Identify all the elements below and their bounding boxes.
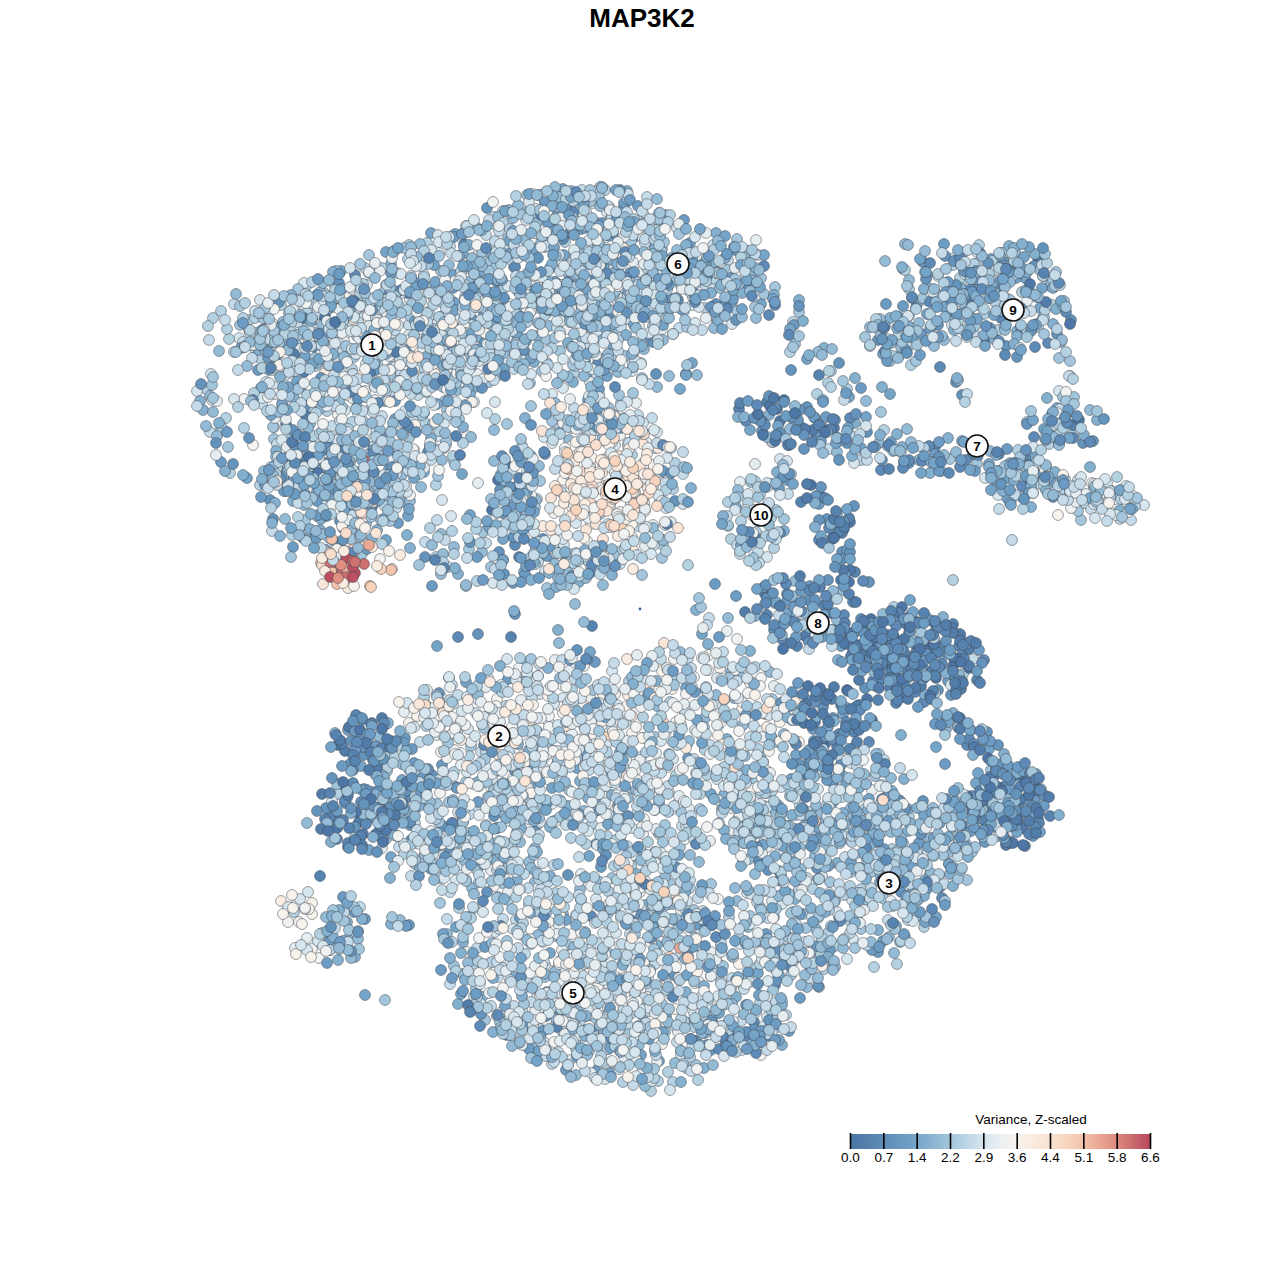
svg-text:10: 10 — [753, 508, 768, 523]
svg-text:2: 2 — [495, 729, 503, 744]
svg-text:5: 5 — [569, 986, 577, 1001]
svg-text:1.4: 1.4 — [908, 1150, 927, 1165]
svg-text:0.0: 0.0 — [841, 1150, 860, 1165]
svg-text:Variance, Z-scaled: Variance, Z-scaled — [975, 1112, 1087, 1127]
svg-text:3.6: 3.6 — [1008, 1150, 1027, 1165]
svg-text:7: 7 — [973, 439, 981, 454]
svg-text:8: 8 — [814, 616, 822, 631]
svg-text:0.7: 0.7 — [874, 1150, 893, 1165]
svg-text:MAP3K2: MAP3K2 — [589, 3, 694, 33]
svg-text:3: 3 — [885, 876, 893, 891]
svg-text:4: 4 — [611, 482, 619, 497]
svg-text:2.2: 2.2 — [941, 1150, 960, 1165]
svg-text:5.8: 5.8 — [1108, 1150, 1127, 1165]
svg-text:9: 9 — [1009, 303, 1017, 318]
svg-text:4.4: 4.4 — [1041, 1150, 1060, 1165]
svg-text:5.1: 5.1 — [1074, 1150, 1093, 1165]
svg-text:1: 1 — [368, 338, 376, 353]
svg-text:2.9: 2.9 — [974, 1150, 993, 1165]
svg-text:6: 6 — [674, 257, 682, 272]
svg-text:6.6: 6.6 — [1141, 1150, 1160, 1165]
